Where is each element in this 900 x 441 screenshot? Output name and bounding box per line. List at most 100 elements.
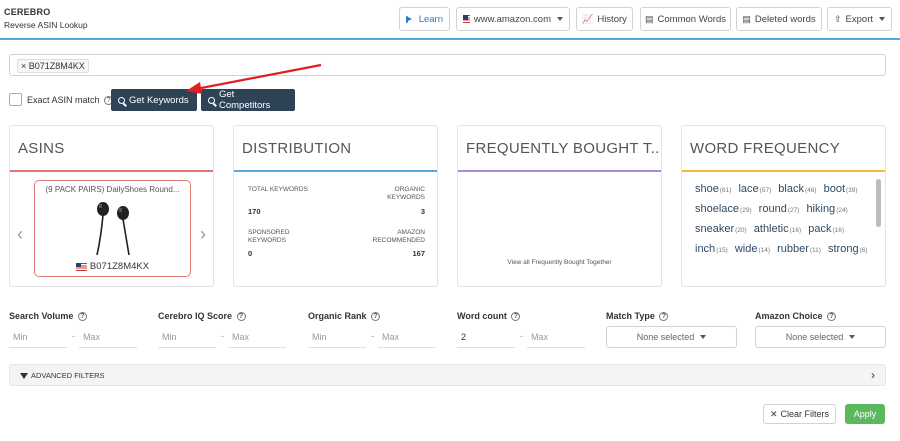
apply-button[interactable]: Apply (845, 404, 885, 424)
word-count: (39) (846, 187, 858, 194)
word-frequency-item[interactable]: round(27) (759, 203, 800, 215)
asins-card: ASINS ‹ › (9 PACK PAIRS) DailyShoes Roun… (9, 125, 214, 287)
export-dropdown[interactable]: ⇪ Export (827, 7, 892, 31)
word-text: shoe (695, 183, 719, 195)
word-count: (16) (832, 227, 845, 234)
range-dash: - (221, 331, 224, 341)
exact-asin-label: Exact ASIN match ? (27, 95, 114, 106)
word-frequency-item[interactable]: lace(57) (738, 183, 771, 195)
search-volume-min-input[interactable]: Min (9, 326, 67, 348)
word-count: (11) (809, 247, 821, 254)
organic-rank-min-input[interactable]: Min (308, 326, 366, 348)
history-button[interactable]: 📈 History (576, 7, 633, 31)
word-frequency-item[interactable]: rubber(11) (777, 243, 821, 255)
marketplace-dropdown[interactable]: www.amazon.com (456, 7, 570, 31)
word-frequency-item[interactable]: boot(39) (824, 183, 858, 195)
caret-down-icon (700, 335, 707, 339)
word-count: (16) (789, 227, 802, 234)
cerebro-iq-max-input[interactable]: Max (228, 326, 286, 348)
help-icon[interactable]: ? (236, 312, 246, 322)
word-frequency-item[interactable]: sneaker(20) (695, 223, 747, 235)
help-icon[interactable]: ? (827, 312, 837, 322)
word-frequency-item[interactable]: inch(15) (695, 243, 728, 255)
amazon-choice-text: Amazon Choice (755, 311, 823, 321)
clear-filters-label: Clear Filters (780, 409, 830, 419)
word-count: (46) (804, 187, 817, 194)
word-frequency-item[interactable]: athletic(16) (754, 223, 801, 235)
word-frequency-card: WORD FREQUENCY shoe(61) lace(57) black(4… (681, 125, 886, 287)
caret-down-icon (849, 335, 856, 339)
cerebro-iq-min-input[interactable]: Min (158, 326, 216, 348)
product-asin-text: B071Z8M4KX (89, 261, 150, 272)
common-words-button[interactable]: ▤ Common Words (640, 7, 731, 31)
earphones-icon (96, 202, 130, 256)
asin-tag[interactable]: × B071Z8M4KX (17, 59, 89, 73)
match-type-select[interactable]: None selected (606, 326, 737, 348)
caret-down-icon (557, 17, 563, 21)
word-text: pair (731, 263, 749, 264)
advanced-filters-label: ADVANCED FILTERS (20, 371, 104, 380)
chevron-left-icon[interactable]: ‹ (17, 224, 23, 244)
amazon-choice-select[interactable]: None selected (755, 326, 886, 348)
help-icon[interactable]: ? (371, 312, 381, 322)
word-frequency-item[interactable]: pack(16) (808, 223, 844, 235)
advanced-filters-toggle[interactable]: ADVANCED FILTERS › (9, 364, 886, 386)
deleted-words-button[interactable]: ▤ Deleted words (736, 7, 822, 31)
search-volume-filter-label: Search Volume ? (9, 311, 87, 322)
word-frequency-item[interactable]: shoe(61) (695, 183, 731, 195)
range-dash: - (72, 331, 75, 341)
search-icon (118, 96, 125, 104)
word-frequency-title: WORD FREQUENCY (690, 140, 841, 157)
word-count-min-input[interactable]: 2 (457, 326, 515, 348)
word-text: lace (738, 183, 759, 195)
word-frequency-item[interactable]: lime(5) (695, 263, 724, 264)
help-icon[interactable]: ? (659, 312, 669, 322)
word-frequency-item[interactable]: durable(5) (766, 263, 812, 264)
word-count-filter-label: Word count ? (457, 311, 521, 322)
help-icon[interactable]: ? (511, 312, 521, 322)
get-competitors-button[interactable]: Get Competitors (201, 89, 295, 111)
product-tile[interactable]: (9 PACK PAIRS) DailyShoes Round... B071Z… (34, 180, 191, 277)
organic-rank-max-input[interactable]: Max (378, 326, 436, 348)
search-volume-max-input[interactable]: Max (79, 326, 137, 348)
word-frequency-item[interactable]: wide(14) (735, 243, 770, 255)
exact-asin-checkbox[interactable] (9, 93, 22, 106)
word-text: sneaker (695, 223, 735, 235)
word-text: lime (695, 263, 715, 264)
organic-rank-text: Organic Rank (308, 311, 367, 321)
word-text: athletic (753, 223, 789, 235)
help-icon[interactable]: ? (77, 312, 87, 322)
match-type-value: None selected (636, 332, 695, 342)
match-type-filter-label: Match Type ? (606, 311, 669, 322)
word-count-max-input[interactable]: Max (527, 326, 585, 348)
asin-input[interactable]: × B071Z8M4KX (9, 54, 886, 76)
word-frequency-item[interactable]: pair(5) (731, 263, 758, 264)
chart-icon: 📈 (582, 13, 594, 24)
distribution-title: DISTRIBUTION (242, 140, 352, 157)
word-cloud: shoe(61) lace(57) black(46) boot(39) sho… (695, 180, 873, 264)
get-keywords-label: Get Keywords (129, 94, 189, 106)
get-keywords-button[interactable]: Get Keywords (111, 89, 197, 111)
word-count: (6) (859, 247, 868, 254)
word-count: (29) (740, 207, 752, 214)
word-count: (27) (787, 207, 800, 214)
word-frequency-item[interactable]: black(46) (778, 183, 816, 195)
range-dash: - (371, 331, 374, 341)
learn-button[interactable]: Learn (399, 7, 450, 31)
frequently-bought-title: FREQUENTLY BOUGHT T... (466, 140, 658, 157)
close-icon: ✕ (769, 408, 778, 419)
organic-keywords-label: ORGANIC KEYWORDS (387, 186, 425, 201)
organic-rank-filter-label: Organic Rank ? (308, 311, 381, 322)
word-frequency-scrollbar[interactable] (876, 179, 881, 227)
word-text: pack (808, 223, 832, 235)
word-frequency-item[interactable]: strong(6) (828, 243, 868, 255)
word-count: (24) (836, 207, 848, 214)
amazon-choice-filter-label: Amazon Choice ? (755, 311, 837, 322)
word-frequency-item[interactable]: shoelace(29) (695, 203, 752, 215)
view-frequently-bought-link[interactable]: View all Frequently Bought Together (507, 259, 612, 266)
chevron-right-icon[interactable]: › (200, 224, 206, 244)
clear-filters-button[interactable]: ✕ Clear Filters (763, 404, 836, 424)
frequently-bought-divider (458, 170, 661, 172)
us-flag-icon (75, 262, 87, 271)
word-frequency-item[interactable]: hiking(24) (806, 203, 847, 215)
